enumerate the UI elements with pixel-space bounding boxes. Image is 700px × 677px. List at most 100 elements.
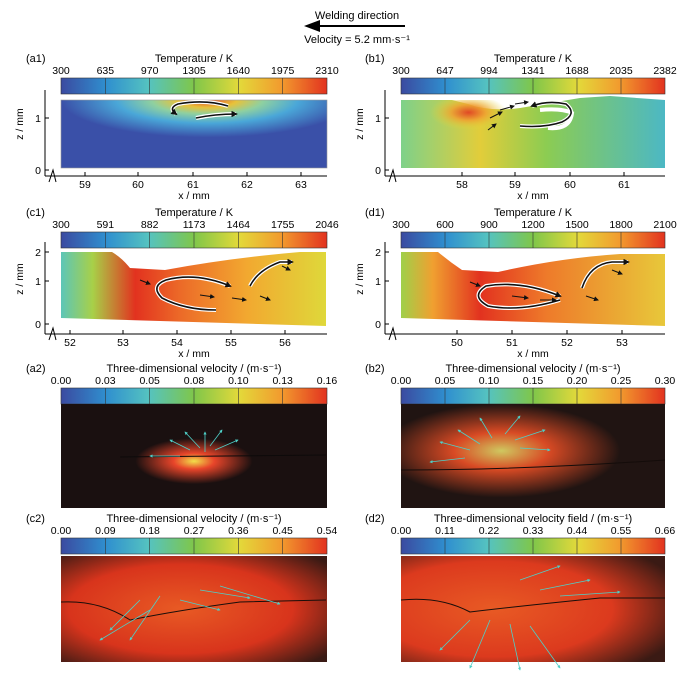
panel-a2-colorbar: (a2) Three-dimensional velocity / (m·s⁻¹)… bbox=[26, 363, 338, 405]
colorbar-tick-label: 0.33 bbox=[523, 525, 544, 537]
z-tick-label: 1 bbox=[375, 276, 381, 288]
x-axis-label: x / mm bbox=[517, 190, 549, 202]
x-tick-label: 59 bbox=[79, 179, 91, 191]
welding-direction-label: Welding direction bbox=[315, 10, 399, 22]
d2-surface-line bbox=[400, 597, 665, 613]
panel-c1-plot bbox=[61, 252, 326, 326]
colorbar-tick-label: 2100 bbox=[653, 219, 677, 231]
a1-flow-arrow bbox=[195, 110, 238, 119]
a1-flow-loop bbox=[170, 101, 229, 116]
x-tick-label: 60 bbox=[132, 179, 144, 191]
panel-c1-colorbar: (c1) Temperature / K 300 591 882 1173 1464 1755… bbox=[26, 207, 339, 249]
x-tick-label: 58 bbox=[456, 179, 468, 191]
colorbar-tick-label: 0.16 bbox=[317, 375, 338, 387]
panel-label: (b2) bbox=[365, 363, 385, 375]
a1-temperature-field bbox=[61, 100, 327, 168]
colorbar-tick-label: 0.18 bbox=[139, 525, 160, 537]
axis-break bbox=[48, 168, 57, 183]
b1-flow-arrow bbox=[519, 101, 572, 128]
colorbar-tick-label: 0.54 bbox=[317, 525, 338, 537]
c2-vector-glyphs bbox=[99, 585, 281, 641]
panel-c1-axes: 2 1 0 52 53 54 55 56 z / mm x / mm bbox=[14, 242, 327, 360]
panel-a1-colorbar: (a1) Temperature / K 300 635 970 1305 1640 1975… bbox=[26, 53, 339, 95]
z-tick-label: 1 bbox=[35, 276, 41, 288]
b1-velocity-vectors bbox=[487, 100, 529, 131]
panel-a1-plot bbox=[60, 99, 328, 169]
panel-a1-axes: 1 0 59 60 61 62 63 z / mm x / mm bbox=[14, 90, 327, 202]
z-tick-label: 0 bbox=[375, 165, 381, 177]
colorbar-tick-label: 0.10 bbox=[479, 375, 500, 387]
a2-vector-glyphs bbox=[149, 429, 239, 458]
colorbar-tick-label: 1800 bbox=[609, 219, 633, 231]
panel-d2-colorbar: (d2) Three-dimensional velocity field / (… bbox=[365, 513, 676, 555]
colorbar-title: Temperature / K bbox=[155, 207, 234, 219]
colorbar-tick-label: 0.00 bbox=[51, 525, 72, 537]
axis-break bbox=[388, 326, 397, 341]
colorbar-tick-label: 994 bbox=[480, 65, 498, 77]
colorbar-tick-label: 1305 bbox=[182, 65, 206, 77]
colorbar-tick-label: 1755 bbox=[271, 219, 295, 231]
axis-break bbox=[48, 326, 57, 341]
colorbar-tick-label: 0.05 bbox=[435, 375, 456, 387]
x-tick-label: 50 bbox=[451, 337, 463, 349]
welding-direction-arrowhead bbox=[304, 20, 320, 32]
colorbar-tick-label: 635 bbox=[97, 65, 115, 77]
colorbar-title: Temperature / K bbox=[155, 53, 234, 65]
colorbar-tick-label: 0.44 bbox=[567, 525, 588, 537]
panel-c2-colorbar: (c2) Three-dimensional velocity / (m·s⁻¹)… bbox=[26, 513, 338, 555]
axis-break bbox=[388, 168, 397, 183]
z-tick-label: 0 bbox=[375, 319, 381, 331]
d1-velocity-vectors bbox=[469, 269, 623, 303]
panel-b1-axes: 1 0 58 59 60 61 z / mm x / mm bbox=[354, 90, 665, 202]
colorbar-tick-label: 591 bbox=[97, 219, 115, 231]
colorbar-tick-label: 0.05 bbox=[139, 375, 160, 387]
colorbar-tick-label: 300 bbox=[392, 219, 410, 231]
z-tick-label: 1 bbox=[35, 113, 41, 125]
colorbar-tick-label: 0.03 bbox=[95, 375, 116, 387]
colorbar-tick-label: 0.10 bbox=[228, 375, 249, 387]
x-tick-label: 59 bbox=[509, 179, 521, 191]
colorbar-tick-label: 0.15 bbox=[523, 375, 544, 387]
panel-label: (c2) bbox=[26, 513, 45, 525]
colorbar-tick-label: 0.45 bbox=[272, 525, 293, 537]
d2-vector-glyphs bbox=[439, 565, 621, 671]
x-tick-label: 53 bbox=[616, 337, 628, 349]
x-tick-label: 61 bbox=[187, 179, 199, 191]
colorbar-tick-label: 0.55 bbox=[611, 525, 632, 537]
colorbar-tick-label: 0.20 bbox=[567, 375, 588, 387]
colorbar-tick-label: 0.22 bbox=[479, 525, 500, 537]
x-tick-label: 55 bbox=[225, 337, 237, 349]
a1-domain-outline bbox=[60, 99, 328, 169]
x-tick-label: 63 bbox=[295, 179, 307, 191]
colorbar-tick-label: 0.13 bbox=[272, 375, 293, 387]
x-axis-label: x / mm bbox=[517, 348, 549, 360]
colorbar-tick-label: 0.00 bbox=[391, 525, 412, 537]
panel-a2-plot bbox=[61, 404, 327, 508]
panel-d2-plot bbox=[400, 556, 665, 671]
b2-velocity-field bbox=[401, 404, 665, 508]
colorbar-tick-label: 900 bbox=[480, 219, 498, 231]
x-tick-label: 51 bbox=[506, 337, 518, 349]
panel-b1-colorbar: (b1) Temperature / K 300 647 994 1341 1688 2035… bbox=[365, 53, 677, 95]
z-tick-label: 1 bbox=[375, 113, 381, 125]
panel-b2-plot bbox=[400, 404, 666, 508]
colorbar-tick-label: 0.30 bbox=[655, 375, 676, 387]
x-axis-label: x / mm bbox=[178, 348, 210, 360]
x-tick-label: 61 bbox=[618, 179, 630, 191]
z-tick-label: 0 bbox=[35, 165, 41, 177]
colorbar-tick-label: 0.00 bbox=[51, 375, 72, 387]
colorbar-tick-label: 0.66 bbox=[655, 525, 676, 537]
b1-hot-zone bbox=[430, 100, 540, 150]
colorbar-tick-label: 882 bbox=[141, 219, 159, 231]
colorbar-tick-label: 1200 bbox=[521, 219, 545, 231]
colorbar-tick-label: 300 bbox=[52, 219, 70, 231]
colorbar-tick-label: 0.00 bbox=[391, 375, 412, 387]
z-tick-label: 2 bbox=[35, 247, 41, 259]
colorbar-tick-label: 1688 bbox=[565, 65, 589, 77]
colorbar-title: Three-dimensional velocity / (m·s⁻¹) bbox=[106, 513, 281, 525]
c1-flow-loop bbox=[156, 276, 232, 311]
panel-b1-plot bbox=[401, 96, 665, 168]
colorbar-tick-label: 0.11 bbox=[435, 525, 455, 537]
colorbar-tick-label: 647 bbox=[436, 65, 454, 77]
